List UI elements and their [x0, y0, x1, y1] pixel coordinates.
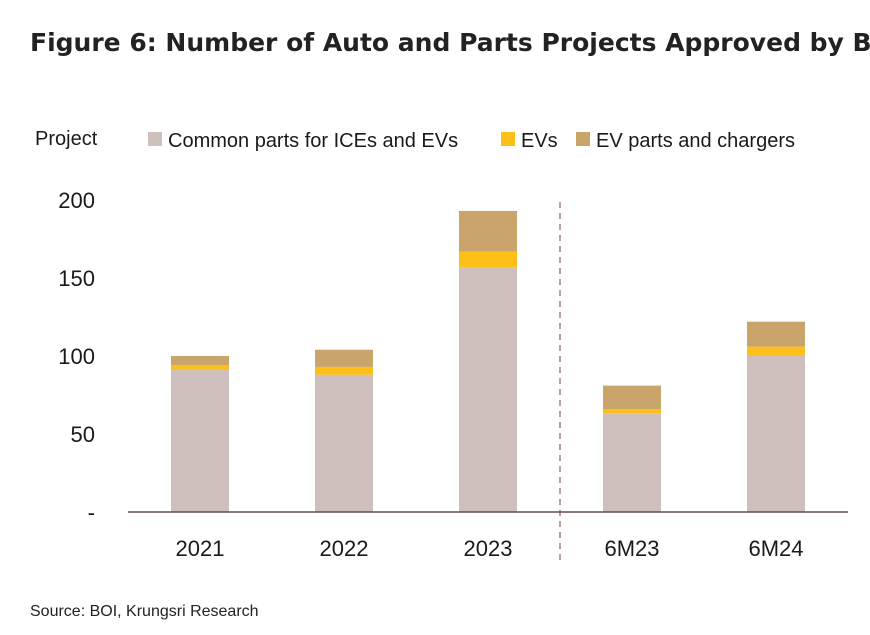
x-tick-2022: 2022: [320, 536, 369, 561]
legend-ev-parts-and-chargers-swatch: [576, 132, 590, 146]
y-tick-100: 100: [58, 344, 95, 369]
y-axis-ticks: - 50 100 150 200: [58, 188, 95, 525]
legend-evs-label: EVs: [521, 130, 558, 152]
y-tick-50: 50: [71, 422, 95, 447]
bar-2022-evs: [315, 366, 373, 375]
bar-2023-common-parts-for-ices-and-evs: [459, 267, 517, 512]
bar-6m24-evs: [747, 346, 805, 356]
bar-6m23-evs: [603, 409, 661, 414]
bar-2022-common-parts-for-ices-and-evs: [315, 374, 373, 512]
bar-2021-common-parts-for-ices-and-evs: [171, 370, 229, 512]
y-axis-label: Project: [35, 128, 98, 150]
bar-6m24-common-parts-for-ices-and-evs: [747, 356, 805, 512]
bar-6m23-ev-parts-and-chargers: [603, 385, 661, 410]
legend-common-parts-for-ices-and-evs-swatch: [148, 132, 162, 146]
bars: [171, 210, 805, 512]
bar-2021-ev-parts-and-chargers: [171, 356, 229, 366]
stacked-bar-chart: Project Common parts for ICEs and EVs EVs…: [35, 128, 848, 562]
bar-2022-ev-parts-and-chargers: [315, 349, 373, 367]
bar-2023-evs: [459, 251, 517, 268]
source-note: Source: BOI, Krungsri Research: [30, 603, 259, 620]
bar-6m23-common-parts-for-ices-and-evs: [603, 413, 661, 512]
y-tick-150: 150: [58, 266, 95, 291]
bar-6m24-ev-parts-and-chargers: [747, 321, 805, 347]
x-tick-6m24: 6M24: [748, 536, 803, 561]
x-tick-2023: 2023: [464, 536, 513, 561]
bar-2021-evs: [171, 365, 229, 371]
x-axis-ticks: 2021 2022 2023 6M23 6M24: [176, 536, 804, 561]
legend: Common parts for ICEs and EVs EVs EV parts…: [148, 130, 795, 152]
legend-evs-swatch: [501, 132, 515, 146]
x-tick-6m23: 6M23: [604, 536, 659, 561]
legend-common-parts-for-ices-and-evs-label: Common parts for ICEs and EVs: [168, 130, 458, 152]
bar-2023-ev-parts-and-chargers: [459, 210, 517, 252]
y-tick-0: -: [88, 500, 95, 525]
legend-ev-parts-and-chargers-label: EV parts and chargers: [596, 130, 795, 152]
x-tick-2021: 2021: [176, 536, 225, 561]
chart-title: Figure 6: Number of Auto and Parts Proje…: [30, 28, 870, 57]
y-tick-200: 200: [58, 188, 95, 213]
